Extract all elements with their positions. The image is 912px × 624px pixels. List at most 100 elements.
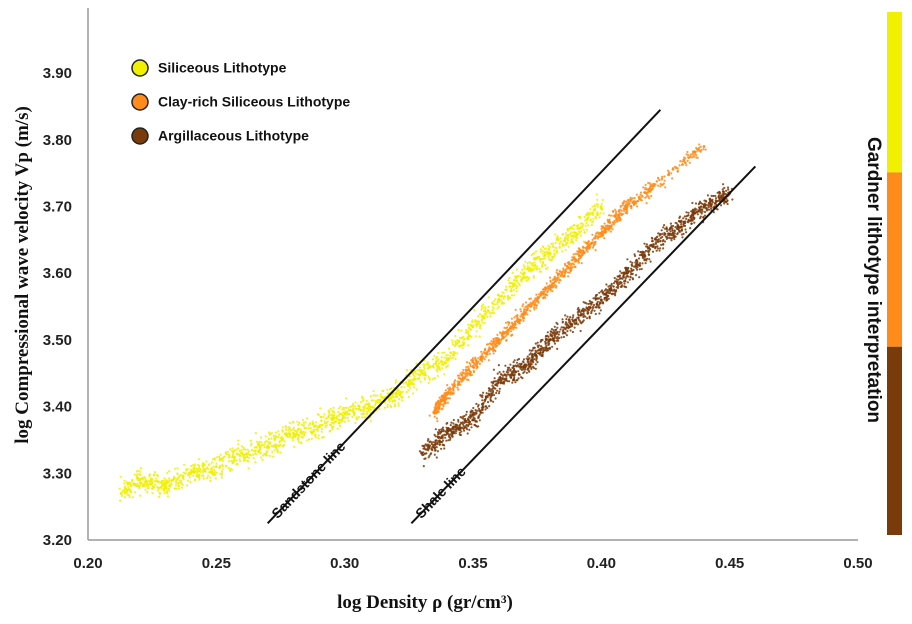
data-point [489, 397, 492, 400]
data-point [498, 371, 501, 374]
data-point [494, 380, 497, 383]
data-point [526, 265, 529, 268]
y-tick-label: 3.70 [43, 199, 72, 216]
data-point [456, 386, 459, 389]
data-point [572, 314, 575, 317]
data-point [609, 214, 613, 217]
data-point [197, 463, 200, 467]
data-point [438, 443, 441, 446]
data-point [470, 409, 473, 412]
data-point [332, 425, 335, 429]
data-point [118, 487, 121, 490]
data-point [526, 355, 529, 358]
data-point [498, 331, 501, 334]
data-point [579, 311, 582, 314]
data-point [684, 224, 687, 227]
data-point [493, 312, 496, 315]
data-point [477, 403, 480, 407]
data-point [682, 223, 685, 226]
data-point [301, 436, 304, 439]
data-point [644, 249, 648, 252]
data-point [147, 479, 150, 482]
data-point [435, 439, 438, 442]
data-point [596, 205, 599, 208]
data-point [536, 256, 539, 259]
data-point [183, 472, 187, 475]
data-point [472, 371, 475, 374]
data-point [555, 321, 558, 324]
data-point [571, 318, 574, 321]
data-point [546, 294, 549, 297]
data-point [120, 494, 123, 497]
data-point [693, 216, 696, 220]
x-tick-label: 0.35 [458, 555, 487, 572]
data-point [680, 228, 684, 231]
data-point [628, 202, 631, 205]
data-point [150, 487, 154, 490]
data-point [545, 282, 548, 285]
data-point [690, 222, 693, 225]
data-point [633, 253, 636, 256]
data-point [341, 408, 344, 411]
data-point [435, 456, 438, 459]
data-point [462, 427, 465, 430]
data-point [176, 467, 179, 470]
data-point [481, 394, 484, 397]
data-point [166, 471, 169, 474]
data-point [262, 454, 265, 457]
data-point [437, 410, 440, 413]
data-point [558, 281, 561, 284]
data-point [422, 363, 425, 366]
data-point [365, 403, 368, 406]
data-point [465, 413, 468, 416]
data-point [615, 280, 618, 283]
data-point [556, 274, 559, 277]
data-point [208, 471, 211, 474]
data-point [699, 145, 702, 148]
data-point [146, 490, 149, 494]
data-point [252, 449, 255, 452]
data-point [563, 326, 566, 329]
data-point [443, 447, 446, 450]
data-point [624, 277, 627, 280]
data-point [402, 382, 405, 385]
data-point [211, 458, 215, 461]
data-point [488, 342, 492, 345]
data-point [591, 307, 595, 310]
data-point [456, 383, 459, 386]
data-point [625, 271, 629, 275]
data-point [638, 276, 641, 279]
data-point [487, 359, 490, 362]
data-point [306, 439, 309, 442]
data-point [594, 249, 597, 252]
data-point [549, 334, 552, 337]
data-point [615, 278, 618, 281]
data-point [553, 253, 556, 256]
data-point [545, 349, 548, 352]
data-point [465, 361, 469, 364]
data-point [486, 401, 490, 404]
data-point [451, 426, 454, 429]
data-point [196, 469, 199, 472]
data-point [652, 243, 656, 246]
data-point [405, 390, 408, 394]
data-point [619, 285, 622, 288]
data-point [555, 277, 559, 280]
data-point [623, 209, 626, 212]
data-point [120, 491, 123, 495]
data-point [434, 361, 437, 364]
data-point [578, 231, 581, 234]
data-point [534, 342, 537, 345]
data-point [426, 361, 429, 364]
data-point [465, 372, 468, 375]
data-point [465, 378, 468, 381]
data-point [577, 224, 580, 227]
data-point [480, 406, 483, 409]
data-point [236, 453, 239, 456]
data-point [428, 414, 431, 417]
data-point [518, 322, 521, 325]
data-point [592, 297, 595, 300]
data-point [297, 423, 300, 427]
data-point [535, 300, 538, 303]
data-point [310, 437, 313, 440]
